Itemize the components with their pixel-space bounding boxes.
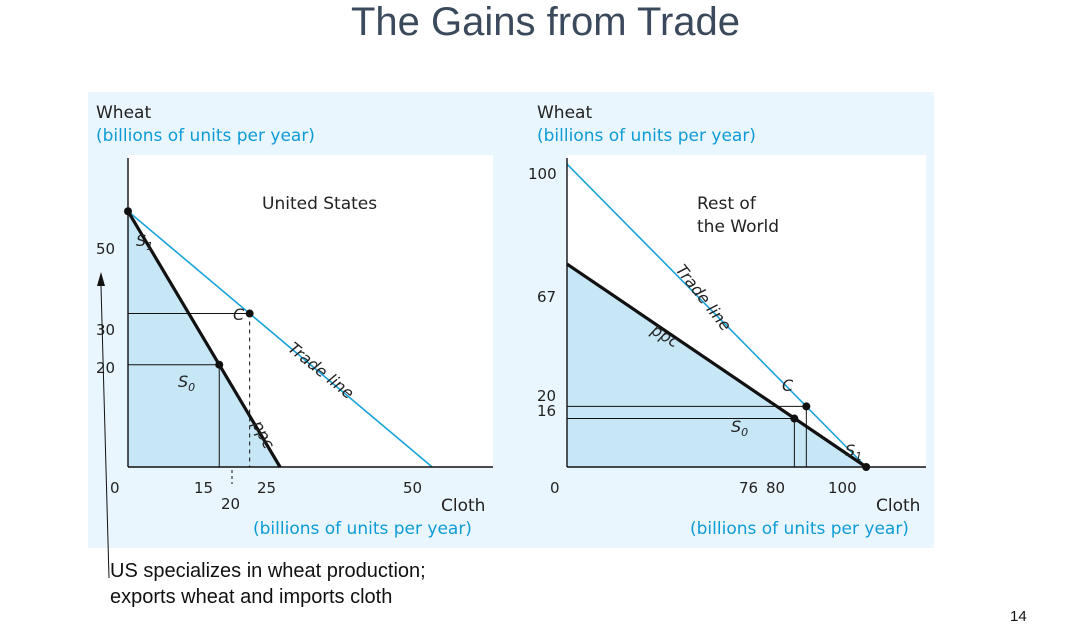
- row-point-s0: [790, 414, 799, 423]
- row-x-tick-80: 80: [766, 479, 785, 497]
- row-panel-label-line2: the World: [697, 217, 779, 237]
- row-y-tick-20: 20: [537, 387, 556, 405]
- row-panel-label-line1: Rest of: [697, 194, 757, 214]
- caption-line-2: exports wheat and imports cloth: [110, 586, 393, 608]
- us-x-tick-50: 50: [403, 479, 422, 497]
- page-number: 14: [1010, 608, 1027, 625]
- us-ppc-line: [126, 210, 282, 468]
- us-chart: Wheat (billions of units per year) Unite…: [96, 103, 493, 539]
- us-x-axis-unit: (billions of units per year): [253, 519, 472, 539]
- us-point-s1-label: S1: [136, 231, 153, 253]
- slide-caption: US specializes in wheat production; expo…: [110, 558, 426, 610]
- us-y-tick-30: 30: [96, 321, 115, 339]
- us-point-s1: [124, 207, 132, 216]
- row-point-s1-label: S1: [845, 441, 862, 463]
- row-y-tick-67: 67: [537, 288, 556, 306]
- us-y-axis-title: Wheat: [96, 103, 151, 123]
- us-y-tick-50: 50: [96, 240, 115, 258]
- us-point-s0-label: S0: [178, 372, 195, 394]
- us-x-tick-15: 15: [194, 479, 213, 497]
- row-point-c-label: C: [782, 376, 794, 395]
- row-trade-line: [566, 163, 867, 468]
- row-y-tick-16: 16: [537, 402, 556, 420]
- us-origin-label: 0: [110, 479, 120, 497]
- us-x-tick-20: 20: [221, 495, 240, 513]
- caption-line-1: US specializes in wheat production;: [110, 560, 426, 582]
- row-chart: Wheat (billions of units per year) Rest …: [528, 103, 926, 539]
- row-x-axis-title: Cloth: [876, 496, 920, 516]
- us-point-c: [245, 309, 254, 318]
- row-y-tick-100: 100: [528, 165, 557, 183]
- row-y-axis-unit: (billions of units per year): [537, 126, 756, 146]
- row-point-c: [802, 402, 811, 411]
- us-x-tick-25: 25: [257, 479, 276, 497]
- row-y-axis-title: Wheat: [537, 103, 592, 123]
- row-origin-label: 0: [550, 479, 560, 497]
- us-trade-line: [127, 210, 433, 468]
- us-point-c-label: C: [233, 305, 245, 324]
- row-point-s0-label: S0: [731, 417, 748, 439]
- row-x-tick-100: 100: [828, 479, 857, 497]
- row-point-s1: [862, 463, 871, 471]
- row-x-axis-unit: (billions of units per year): [690, 519, 909, 539]
- us-x-axis-title: Cloth: [441, 496, 485, 516]
- caption-pointer-line: [100, 285, 110, 579]
- us-y-tick-20: 20: [96, 359, 115, 377]
- row-x-tick-76: 76: [739, 479, 758, 497]
- caption-pointer-arrowhead: [97, 272, 105, 286]
- us-panel-label: United States: [262, 194, 377, 214]
- slide-title: The Gains from Trade: [350, 0, 741, 44]
- row-ppc-line: [566, 262, 868, 469]
- us-point-s0: [215, 360, 224, 369]
- us-y-axis-unit: (billions of units per year): [96, 126, 315, 146]
